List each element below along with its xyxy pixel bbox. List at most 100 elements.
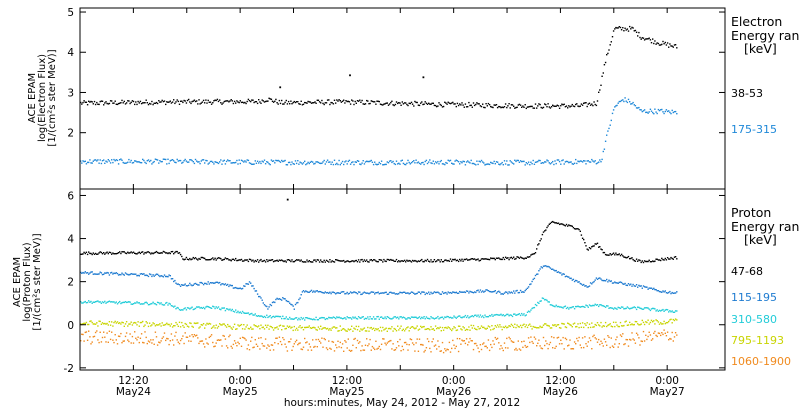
- electron-point-38-53: [442, 105, 445, 108]
- proton-point-115-195: [475, 291, 477, 294]
- electron-point-38-53: [163, 100, 166, 102]
- proton-point-1060-1900: [92, 336, 94, 338]
- proton-point-47-68: [662, 258, 664, 261]
- proton-point-310-580: [611, 307, 614, 309]
- electron-point-38-53: [460, 104, 462, 106]
- proton-legend-item: 1060-1900: [731, 355, 791, 368]
- electron-point-38-53: [300, 100, 302, 102]
- proton-point-795-1193: [104, 322, 106, 325]
- proton-point-115-195: [668, 291, 670, 294]
- proton-point-795-1193: [550, 327, 553, 329]
- electron-point-175-315: [479, 161, 482, 163]
- proton-point-310-580: [105, 302, 107, 304]
- proton-point-310-580: [615, 307, 617, 310]
- proton-point-795-1193: [162, 324, 165, 326]
- electron-point-175-315: [243, 161, 245, 163]
- electron-point-175-315: [604, 140, 607, 142]
- proton-point-795-1193: [495, 326, 498, 328]
- proton-point-115-195: [123, 274, 125, 276]
- proton-point-795-1193: [251, 328, 253, 330]
- proton-point-310-580: [392, 317, 394, 319]
- proton-point-115-195: [82, 271, 84, 274]
- proton-point-310-580: [544, 299, 546, 301]
- proton-point-795-1193: [128, 323, 130, 325]
- proton-point-47-68: [549, 222, 552, 225]
- electron-point-38-53: [186, 99, 189, 102]
- proton-point-795-1193: [618, 325, 620, 328]
- proton-point-115-195: [271, 301, 274, 304]
- proton-point-310-580: [386, 316, 388, 318]
- electron-point-38-53: [579, 105, 581, 107]
- proton-point-1060-1900: [336, 346, 338, 349]
- electron-point-38-53: [468, 101, 470, 104]
- proton-point-795-1193: [326, 327, 329, 330]
- electron-point-38-53: [576, 103, 578, 105]
- proton-point-115-195: [239, 287, 241, 289]
- electron-point-38-53: [179, 100, 182, 102]
- electron-point-38-53: [657, 42, 660, 45]
- proton-point-1060-1900: [266, 347, 268, 349]
- proton-point-795-1193: [304, 326, 306, 329]
- proton-point-795-1193: [160, 325, 162, 327]
- proton-point-310-580: [153, 302, 155, 305]
- proton-point-47-68: [198, 257, 200, 260]
- proton-point-310-580: [540, 300, 542, 302]
- proton-point-795-1193: [468, 326, 470, 328]
- proton-point-795-1193: [438, 327, 440, 330]
- electron-ytick-label: 4: [67, 47, 74, 59]
- proton-point-115-195: [143, 273, 145, 275]
- proton-point-47-68: [206, 259, 208, 261]
- electron-point-38-53: [127, 100, 129, 102]
- proton-point-795-1193: [271, 327, 274, 329]
- electron-point-38-53: [384, 103, 386, 105]
- proton-point-1060-1900: [649, 334, 652, 336]
- proton-point-115-195: [377, 291, 379, 293]
- proton-point-1060-1900: [633, 339, 635, 341]
- proton-point-1060-1900: [151, 342, 153, 344]
- proton-point-47-68: [647, 260, 649, 263]
- proton-point-795-1193: [188, 326, 190, 328]
- proton-point-115-195: [631, 285, 633, 287]
- proton-point-795-1193: [272, 329, 275, 331]
- electron-point-175-315: [591, 158, 593, 161]
- proton-point-310-580: [461, 317, 463, 319]
- proton-point-115-195: [539, 268, 541, 270]
- proton-point-115-195: [382, 292, 384, 294]
- proton-point-795-1193: [563, 323, 565, 325]
- proton-point-1060-1900: [302, 346, 305, 348]
- proton-point-47-68: [421, 258, 423, 261]
- proton-point-47-68: [375, 260, 377, 262]
- electron-point-175-315: [224, 163, 227, 165]
- electron-point-38-53: [625, 29, 627, 31]
- proton-point-115-195: [600, 278, 602, 280]
- proton-point-795-1193: [635, 321, 638, 323]
- proton-point-115-195: [93, 273, 96, 275]
- electron-point-175-315: [264, 163, 267, 165]
- proton-point-1060-1900: [431, 341, 433, 343]
- proton-point-795-1193: [653, 320, 655, 322]
- proton-point-310-580: [665, 308, 668, 311]
- electron-point-175-315: [402, 162, 405, 165]
- electron-point-175-315: [637, 107, 639, 109]
- proton-point-310-580: [624, 307, 626, 310]
- proton-point-310-580: [463, 316, 465, 318]
- electron-point-38-53: [89, 101, 91, 103]
- proton-point-1060-1900: [558, 343, 561, 345]
- proton-point-47-68: [585, 245, 587, 247]
- proton-point-310-580: [630, 307, 632, 310]
- proton-point-795-1193: [309, 327, 312, 329]
- proton-point-115-195: [444, 292, 446, 294]
- proton-point-1060-1900: [202, 343, 205, 345]
- electron-point-175-315: [537, 160, 539, 163]
- proton-point-47-68: [440, 259, 442, 261]
- electron-point-38-53: [620, 29, 623, 31]
- proton-point-310-580: [247, 312, 250, 314]
- electron-point-38-53: [314, 101, 316, 103]
- proton-point-795-1193: [120, 323, 122, 325]
- proton-point-310-580: [244, 312, 246, 314]
- electron-point-38-53: [283, 103, 285, 105]
- proton-point-115-195: [418, 291, 421, 293]
- proton-point-795-1193: [208, 322, 210, 325]
- electron-point-38-53: [168, 101, 170, 103]
- proton-point-1060-1900: [88, 330, 90, 332]
